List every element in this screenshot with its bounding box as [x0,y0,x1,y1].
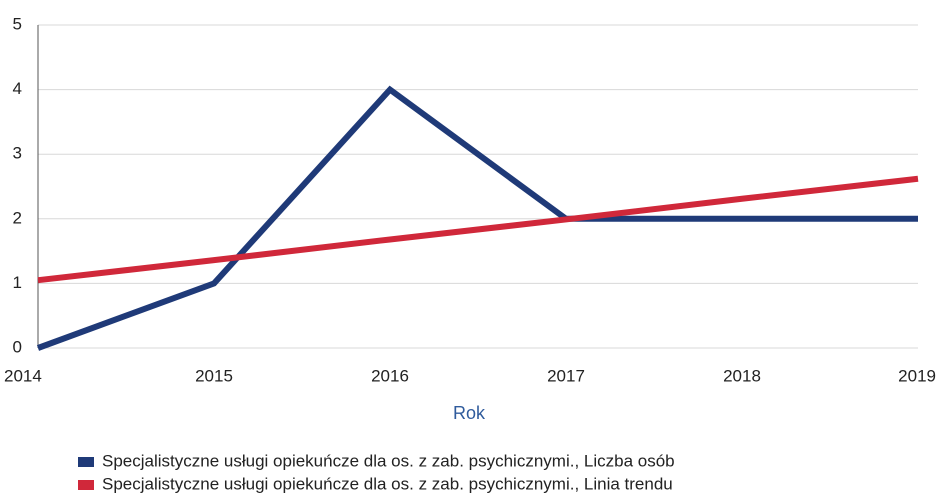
x-tick-label: 2015 [195,366,233,385]
y-tick-label: 2 [13,208,22,227]
y-tick-label: 4 [13,79,22,98]
series-line [37,175,919,284]
x-axis-label: Rok [453,403,486,423]
y-tick-label: 3 [13,144,22,163]
x-tick-label: 2017 [547,366,585,385]
x-tick-label: 2018 [723,366,761,385]
y-tick-label: 0 [13,337,22,356]
legend-label: Specjalistyczne usługi opiekuńcze dla os… [102,474,673,493]
y-tick-label: 5 [13,14,22,33]
x-tick-label: 2016 [371,366,409,385]
series-line [36,85,918,351]
x-tick-label: 2014 [4,366,42,385]
legend-swatch [78,480,94,490]
y-tick-label: 1 [13,273,22,292]
legend-swatch [78,457,94,467]
x-tick-label: 2019 [898,366,936,385]
legend-label: Specjalistyczne usługi opiekuńcze dla os… [102,451,675,470]
